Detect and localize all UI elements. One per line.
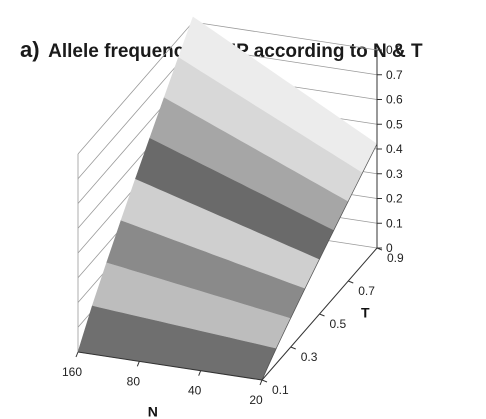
surface: [77, 16, 378, 381]
y-tick-label-1: 0.3: [301, 350, 318, 364]
y-tick-mark-2: [319, 313, 325, 317]
z-tick-label-7: 0.7: [386, 68, 403, 82]
y-tick-mark-3: [348, 280, 354, 284]
y-tick-mark-0: [261, 379, 268, 383]
z-tick-label-1: 0.1: [386, 216, 403, 230]
y-tick-mark-1: [290, 346, 296, 350]
tick-labels: 160 80 40 20 N 0.1 0.3 0.5 0.7 0.9 T 0 0.1 0.2 0.3 0.4 0…: [62, 43, 404, 419]
y-tick-label-3: 0.7: [358, 284, 375, 298]
panel-label: a): [20, 37, 40, 62]
axes: [75, 49, 383, 386]
y-tick-label-2: 0.5: [330, 317, 347, 331]
x-tick-label-3: 20: [249, 393, 263, 407]
z-tick-label-8: 0.8: [386, 43, 403, 57]
z-tick-label-2: 0.2: [386, 192, 403, 206]
x-tick-label-2: 40: [188, 384, 202, 398]
y-tick-label-0: 0.1: [272, 383, 289, 397]
x-tick-mark-0: [75, 351, 79, 358]
x-tick-mark-2: [198, 370, 202, 376]
y-tick-label-4: 0.9: [387, 251, 404, 265]
surface-right-edge: [261, 143, 378, 381]
z-tick-label-6: 0.6: [386, 93, 403, 107]
z-tick-label-0: 0: [386, 241, 393, 255]
x-axis-label: N: [148, 404, 158, 419]
y-axis-label: T: [361, 304, 370, 320]
x-tick-mark-1: [136, 361, 140, 367]
z-tick-label-3: 0.3: [386, 167, 403, 181]
x-tick-mark-3: [259, 379, 263, 386]
z-tick-label-4: 0.4: [386, 142, 403, 156]
x-tick-label-1: 80: [127, 374, 141, 388]
x-axis-line: [77, 351, 263, 381]
z-tick-label-5: 0.5: [386, 117, 403, 131]
x-tick-label-0: 160: [62, 365, 82, 379]
